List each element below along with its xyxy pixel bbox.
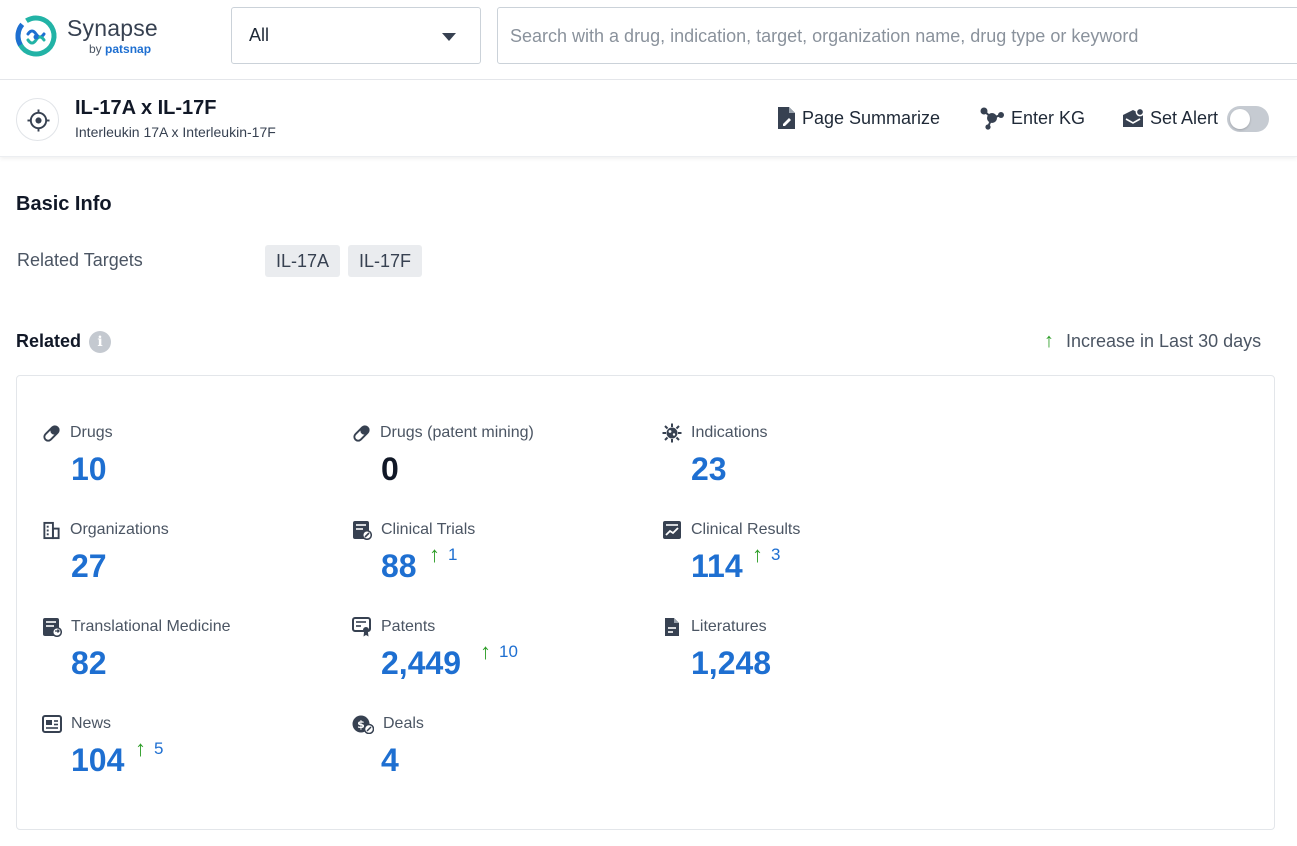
info-icon[interactable]: i [89,331,111,353]
set-alert-label: Set Alert [1150,108,1218,129]
stat-card-news[interactable]: News 104 ↑ 5 [42,714,332,794]
stat-value[interactable]: 4 [381,742,399,779]
stat-card-translational-medicine[interactable]: Translational Medicine 82 [42,617,332,697]
top-bar: Synapse by patsnap All [0,0,1297,80]
stat-value[interactable]: 114 [691,548,743,585]
stat-card-deals[interactable]: $ Deals 4 [352,714,642,794]
stat-value[interactable]: 88 [381,548,417,585]
stat-card-clinical-results[interactable]: Clinical Results 114 ↑ 3 [662,520,952,600]
stat-value: 0 [381,451,399,488]
stat-card-literatures[interactable]: Literatures 1,248 [662,617,952,697]
stat-value[interactable]: 23 [691,451,727,488]
stat-label: News [71,715,111,733]
stat-label: Translational Medicine [71,618,230,636]
set-alert-toggle[interactable] [1227,106,1269,132]
svg-text:$: $ [357,718,365,731]
pill-icon [42,424,61,443]
entity-type-badge [16,98,59,141]
stat-card-drugs[interactable]: Drugs 10 [42,423,332,503]
search-scope-select[interactable]: All [231,7,481,64]
stat-label: Indications [691,424,768,442]
up-arrow-icon: ↑ [752,543,763,567]
building-icon [42,521,61,540]
set-alert-button[interactable]: Set Alert [1122,104,1218,132]
page-summarize-label: Page Summarize [802,108,940,129]
entity-header: IL-17A x IL-17F Interleukin 17A x Interl… [0,80,1297,157]
stat-increase: ↑ 1 [429,543,457,567]
stat-value[interactable]: 82 [71,645,107,682]
stat-value[interactable]: 1,248 [691,645,771,682]
search-scope-value: All [249,25,269,46]
newspaper-icon [42,715,62,733]
stat-increase-value: 5 [154,737,163,761]
alert-mail-icon [1122,107,1144,129]
brand-byline: by patsnap [89,42,151,56]
synapse-logo-icon [14,14,58,58]
clinical-trials-icon [352,520,372,540]
stat-increase: ↑ 5 [135,737,163,761]
up-arrow-icon: ↑ [135,737,146,761]
stat-label: Patents [381,618,435,636]
summarize-document-icon [776,106,796,130]
stat-label: Clinical Results [691,521,800,539]
enter-kg-button[interactable]: Enter KG [979,104,1085,132]
stat-label: Literatures [691,618,767,636]
stat-label: Drugs (patent mining) [380,424,534,442]
stat-card-organizations[interactable]: Organizations 27 [42,520,332,600]
target-tag[interactable]: IL-17F [348,245,422,277]
chart-document-icon [662,520,682,540]
knowledge-graph-icon [979,106,1005,130]
stat-card-drugs-patent-mining[interactable]: Drugs (patent mining) 0 [352,423,642,503]
up-arrow-icon: ↑ [480,640,491,664]
increase-legend-label: Increase in Last 30 days [1066,331,1261,352]
enter-kg-label: Enter KG [1011,108,1085,129]
stat-value[interactable]: 27 [71,548,107,585]
stat-increase: ↑ 3 [752,543,780,567]
chevron-down-icon [442,33,456,41]
document-icon [662,617,682,637]
stat-label: Organizations [70,521,169,539]
related-heading: Related [16,331,81,352]
stat-increase-value: 10 [499,640,518,664]
stat-card-patents[interactable]: Patents 2,449 ↑ 10 [352,617,642,697]
stat-increase-value: 3 [771,543,780,567]
stat-card-indications[interactable]: Indications 23 [662,423,952,503]
toggle-knob [1230,109,1250,129]
brand-name: Synapse [67,15,158,42]
stat-increase-value: 1 [448,543,457,567]
stat-label: Clinical Trials [381,521,475,539]
patent-icon [352,617,372,637]
deal-icon: $ [352,714,374,734]
stat-value[interactable]: 104 [71,742,124,779]
search-box [497,7,1297,64]
search-input[interactable] [510,22,1290,50]
up-arrow-icon: ↑ [1044,330,1054,353]
basic-info-heading: Basic Info [16,193,112,216]
stat-value[interactable]: 2,449 [381,645,461,682]
pill-icon [352,424,371,443]
stat-increase: ↑ 10 [480,640,518,664]
stat-value[interactable]: 10 [71,451,107,488]
stat-label: Deals [383,715,424,733]
up-arrow-icon: ↑ [429,543,440,567]
increase-legend: ↑ Increase in Last 30 days [1044,330,1261,353]
related-targets-label: Related Targets [17,250,143,271]
target-icon [27,109,50,132]
page-summarize-button[interactable]: Page Summarize [776,104,940,132]
stat-label: Drugs [70,424,113,442]
page-title: IL-17A x IL-17F [75,97,217,120]
page-subtitle: Interleukin 17A x Interleukin-17F [75,124,276,140]
target-tag[interactable]: IL-17A [265,245,340,277]
stat-card-clinical-trials[interactable]: Clinical Trials 88 ↑ 1 [352,520,642,600]
translational-icon [42,617,62,637]
virus-icon [662,423,682,443]
synapse-logo[interactable]: Synapse by patsnap [14,12,174,60]
